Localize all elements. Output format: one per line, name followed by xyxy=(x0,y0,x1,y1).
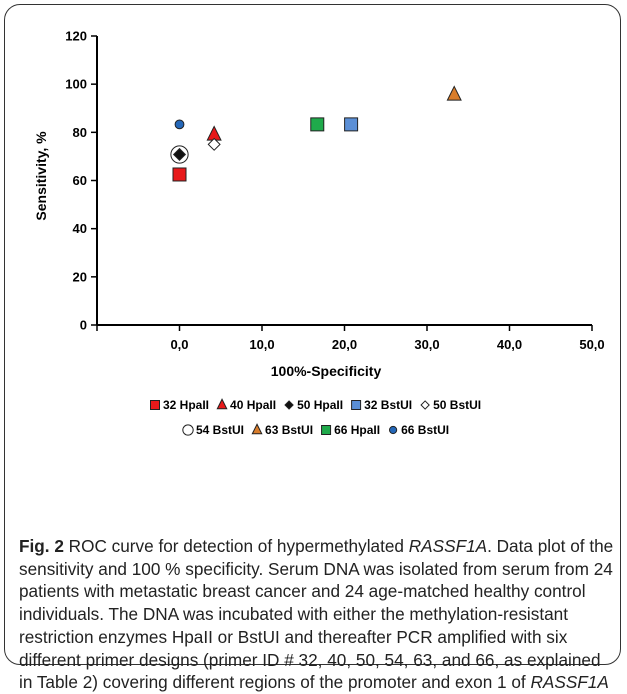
data-point xyxy=(172,167,187,182)
legend-marker xyxy=(351,400,362,410)
legend-label: 32 HpaII xyxy=(163,398,209,412)
y-tick-label: 60 xyxy=(73,173,87,188)
x-tick-label: 20,0 xyxy=(332,337,357,352)
legend: 32 HpaII 40 HpaII 50 HpaII 32 BstUI 50 BstUI… xyxy=(150,398,481,437)
data-point xyxy=(344,117,359,132)
data-points xyxy=(170,85,462,182)
legend-marker xyxy=(150,400,160,410)
y-axis-title: Sensitivity, % xyxy=(33,131,49,221)
caption-gene-1: RASSF1A xyxy=(408,536,488,556)
x-tick-label: 10,0 xyxy=(249,337,274,352)
y-tick-label: 80 xyxy=(73,125,87,140)
data-point xyxy=(172,147,187,162)
x-axis-ticks: 0,0 10,0 20,0 30,0 40,0 50,0 xyxy=(96,325,605,352)
caption-text-1: ROC curve for detection of hypermethylat… xyxy=(63,536,409,556)
y-tick-label: 20 xyxy=(73,269,87,284)
y-tick-label: 40 xyxy=(73,221,87,236)
legend-marker xyxy=(216,398,228,410)
legend-label: 50 BstUI xyxy=(433,398,481,412)
y-tick-label: 100 xyxy=(65,77,87,92)
legend-label: 50 HpaII xyxy=(297,398,343,412)
legend-label: 40 HpaII xyxy=(230,398,276,412)
y-tick-label: 120 xyxy=(65,29,87,44)
x-tick-label: 50,0 xyxy=(579,337,604,352)
x-axis-title: 100%-Specificity xyxy=(271,363,382,379)
x-tick-label: 30,0 xyxy=(414,337,439,352)
caption-gene-2: RASSF1A xyxy=(530,672,609,693)
legend-label: 63 BstUI xyxy=(265,423,313,437)
legend-label: 32 BstUI xyxy=(364,398,412,412)
legend-label: 66 BstUI xyxy=(401,423,449,437)
legend-marker xyxy=(182,424,194,436)
data-point xyxy=(207,137,221,151)
legend-marker xyxy=(420,400,430,410)
y-tick-label: 0 xyxy=(80,318,87,333)
legend-label: 54 BstUI xyxy=(196,423,244,437)
caption-label: Fig. 2 xyxy=(19,536,64,556)
figure-caption: Fig. 2 ROC curve for detection of hyperm… xyxy=(19,535,615,694)
legend-marker xyxy=(284,400,294,410)
x-tick-label: 0,0 xyxy=(170,337,188,352)
data-point xyxy=(446,85,462,101)
data-point xyxy=(310,117,325,132)
caption-text-2: . Data plot of the sensitivity and 100 %… xyxy=(19,536,614,693)
x-tick-label: 40,0 xyxy=(497,337,522,352)
y-axis-ticks: 0 20 40 60 80 100 120 xyxy=(65,29,97,333)
figure-frame xyxy=(4,4,621,665)
legend-marker xyxy=(388,425,398,435)
legend-marker xyxy=(251,423,263,435)
data-point xyxy=(174,119,185,130)
legend-marker xyxy=(321,425,332,435)
legend-label: 66 HpaII xyxy=(334,423,380,437)
